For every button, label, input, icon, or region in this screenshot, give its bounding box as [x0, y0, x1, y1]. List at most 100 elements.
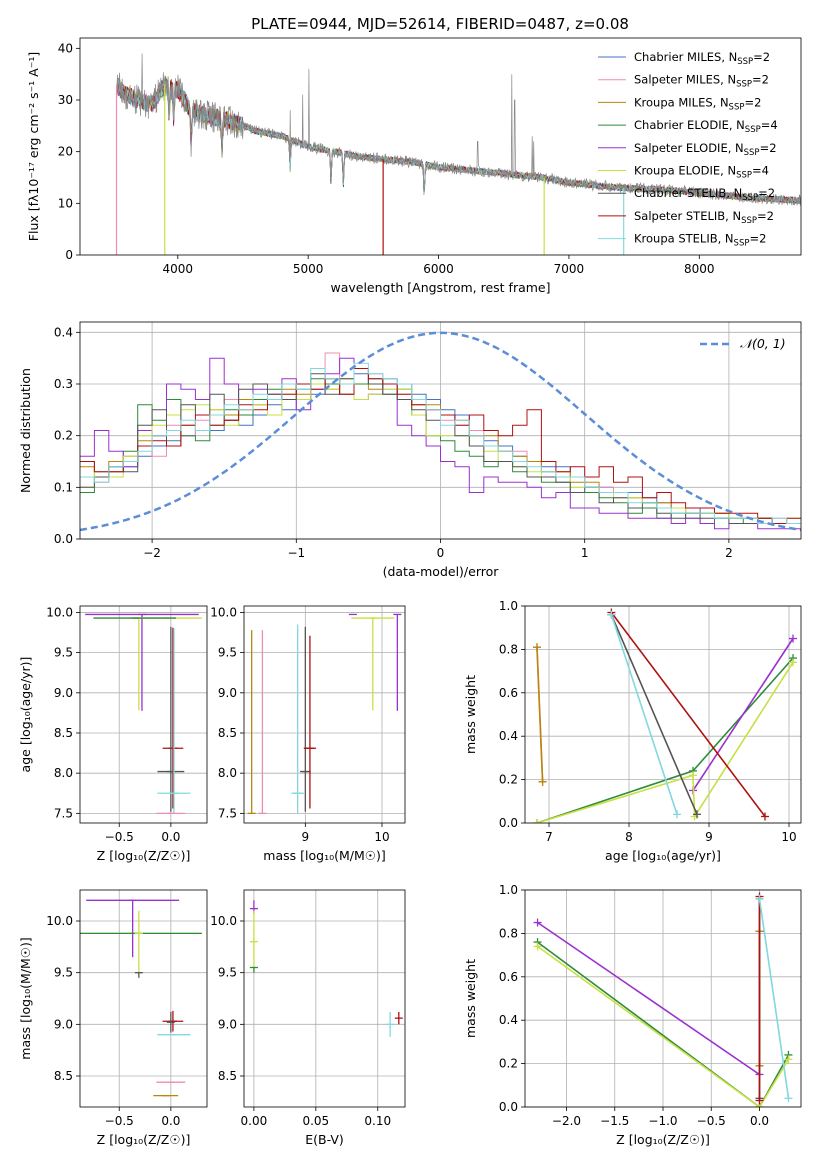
errorbar-point	[393, 613, 402, 711]
x-tick-label: 0.0	[161, 1114, 180, 1128]
axes-frame	[79, 321, 802, 540]
legend-item: Chabrier STELIB, NSSP=2	[598, 186, 775, 203]
panel-age_vs_Z: −0.5 0.0 7.5 8.0 8.5 9.0 9.5 10.0 Z [log₁₀(Z/Z☉)…	[18, 605, 208, 863]
weight-line	[536, 647, 544, 782]
legend-label-tail: =2	[757, 209, 774, 223]
weight-marker	[784, 1055, 793, 1064]
weight-marker	[673, 810, 681, 819]
legend-label-sub: SSP	[736, 171, 752, 181]
x-axis-label: wavelength [Angstrom, rest frame]	[330, 280, 550, 295]
x-tick-label: −2.0	[552, 1114, 581, 1128]
data-spectrum-line	[116, 53, 801, 207]
weight-marker	[538, 777, 547, 786]
y-tick-label: 8.5	[54, 726, 73, 740]
errorbar-point	[351, 617, 395, 711]
x-tick-label: 2	[725, 546, 733, 560]
errorbar-point	[249, 910, 258, 973]
y-tick-label: 0.2	[54, 429, 73, 443]
weight-marker	[607, 610, 616, 619]
legend-label-text: Kroupa MILES, N	[634, 95, 729, 109]
errorbar-point	[157, 626, 185, 812]
legend-label-tail: =4	[752, 164, 769, 178]
errorbar-point	[258, 630, 267, 815]
x-tick-label: 10	[374, 830, 389, 844]
x-tick-label: −0.5	[105, 830, 134, 844]
x-tick-label: 7	[545, 830, 553, 844]
grid	[244, 890, 405, 1107]
x-tick-label: 6000	[423, 262, 454, 276]
y-tick-label: 7.5	[218, 806, 237, 820]
x-tick-label: 0.05	[302, 1114, 329, 1128]
y-tick-label: 9.5	[218, 646, 237, 660]
y-tick-label: 40	[58, 41, 73, 55]
plot-area	[115, 53, 801, 255]
x-axis-label: Z [log₁₀(Z/Z☉)]	[97, 1132, 191, 1147]
legend-label: Salpeter STELIB, NSSP=2	[634, 209, 774, 226]
weight-marker	[755, 894, 764, 903]
x-tick-label: 0.0	[161, 830, 180, 844]
y-tick-label: 0.4	[499, 729, 518, 743]
y-tick-label: 8.5	[54, 1069, 73, 1083]
x-tick-label: 4000	[163, 262, 194, 276]
y-axis-label: mass weight	[463, 675, 478, 754]
errorbar-point	[249, 966, 258, 973]
legend-label-text: Salpeter ELODIE, N	[634, 141, 744, 155]
x-tick-label: −2	[143, 546, 161, 560]
y-axis-label: mass [log₁₀(M/M☉)]	[18, 937, 33, 1059]
y-tick-label: 8.0	[218, 766, 237, 780]
x-axis-label: mass [log₁₀(M/M☉)]	[263, 848, 385, 863]
y-tick-label: 0.4	[499, 1013, 518, 1027]
x-tick-label: −1	[287, 546, 305, 560]
grid	[80, 890, 207, 1107]
errorbar-point	[134, 910, 143, 975]
errorbar-point	[303, 635, 317, 809]
y-axis-label: mass weight	[463, 959, 478, 1038]
y-tick-label: 10.0	[210, 605, 237, 619]
legend-label: Kroupa STELIB, NSSP=2	[634, 232, 766, 249]
errorbar-point	[299, 626, 311, 812]
x-tick-label: 7000	[554, 262, 585, 276]
y-tick-label: 0	[65, 248, 73, 262]
weight-line	[692, 638, 794, 791]
y-tick-label: 0.0	[499, 1100, 518, 1114]
weight-marker	[533, 643, 541, 652]
y-tick-label: 0.6	[499, 970, 518, 984]
y-tick-label: 9.0	[54, 1017, 73, 1031]
legend-label: Salpeter MILES, NSSP=2	[634, 73, 769, 90]
y-tick-label: 8.5	[218, 726, 237, 740]
weight-marker	[755, 1096, 764, 1105]
errorbar-point	[86, 899, 180, 958]
errorbar-point	[247, 630, 256, 815]
legend-label-text: Salpeter MILES, N	[634, 73, 736, 87]
panel-weight_vs_Z: −2.0 −1.5 −1.0 −0.5 0.0 0.0 0.2 0.4 0.6 0.8 1.0 Z […	[463, 883, 802, 1147]
weight-marker	[533, 918, 542, 927]
y-tick-label: 7.5	[54, 806, 73, 820]
x-tick-label: 1	[581, 546, 589, 560]
errorbar-point	[157, 628, 191, 814]
legend-item: Kroupa ELODIE, NSSP=4	[598, 164, 769, 181]
errorbar-point	[166, 1011, 175, 1033]
legend-item: Kroupa MILES, NSSP=2	[598, 95, 761, 112]
normal-reference-curve	[80, 331, 801, 532]
axes-frame	[524, 605, 802, 824]
x-tick-label: −0.5	[105, 1114, 134, 1128]
x-tick-label: 9	[302, 830, 310, 844]
legend-item: Salpeter ELODIE, NSSP=2	[598, 141, 777, 158]
y-tick-label: 9.5	[54, 646, 73, 660]
y-axis-label: Normed distribution	[18, 368, 33, 493]
plot-area	[533, 892, 793, 1107]
y-tick-label: 1.0	[499, 883, 518, 897]
legend-label: Salpeter ELODIE, NSSP=2	[634, 141, 777, 158]
x-tick-label: 0.00	[241, 1114, 268, 1128]
legend-label-sub: SSP	[729, 102, 745, 112]
y-tick-label: 10.0	[210, 914, 237, 928]
weight-marker	[533, 942, 542, 951]
x-tick-label: 8000	[684, 262, 715, 276]
x-tick-label: 0.0	[750, 1114, 769, 1128]
weight-line	[537, 945, 790, 1107]
panel-residuals: −2 −1 0 1 2 0.0 0.1 0.2 0.3 0.4 (data-model)/error…	[18, 321, 802, 579]
x-axis-label: (data-model)/error	[383, 564, 500, 579]
legend-label-sub: SSP	[742, 193, 758, 203]
axes-frame	[524, 889, 802, 1108]
legend-label-text: Kroupa ELODIE, N	[634, 164, 736, 178]
